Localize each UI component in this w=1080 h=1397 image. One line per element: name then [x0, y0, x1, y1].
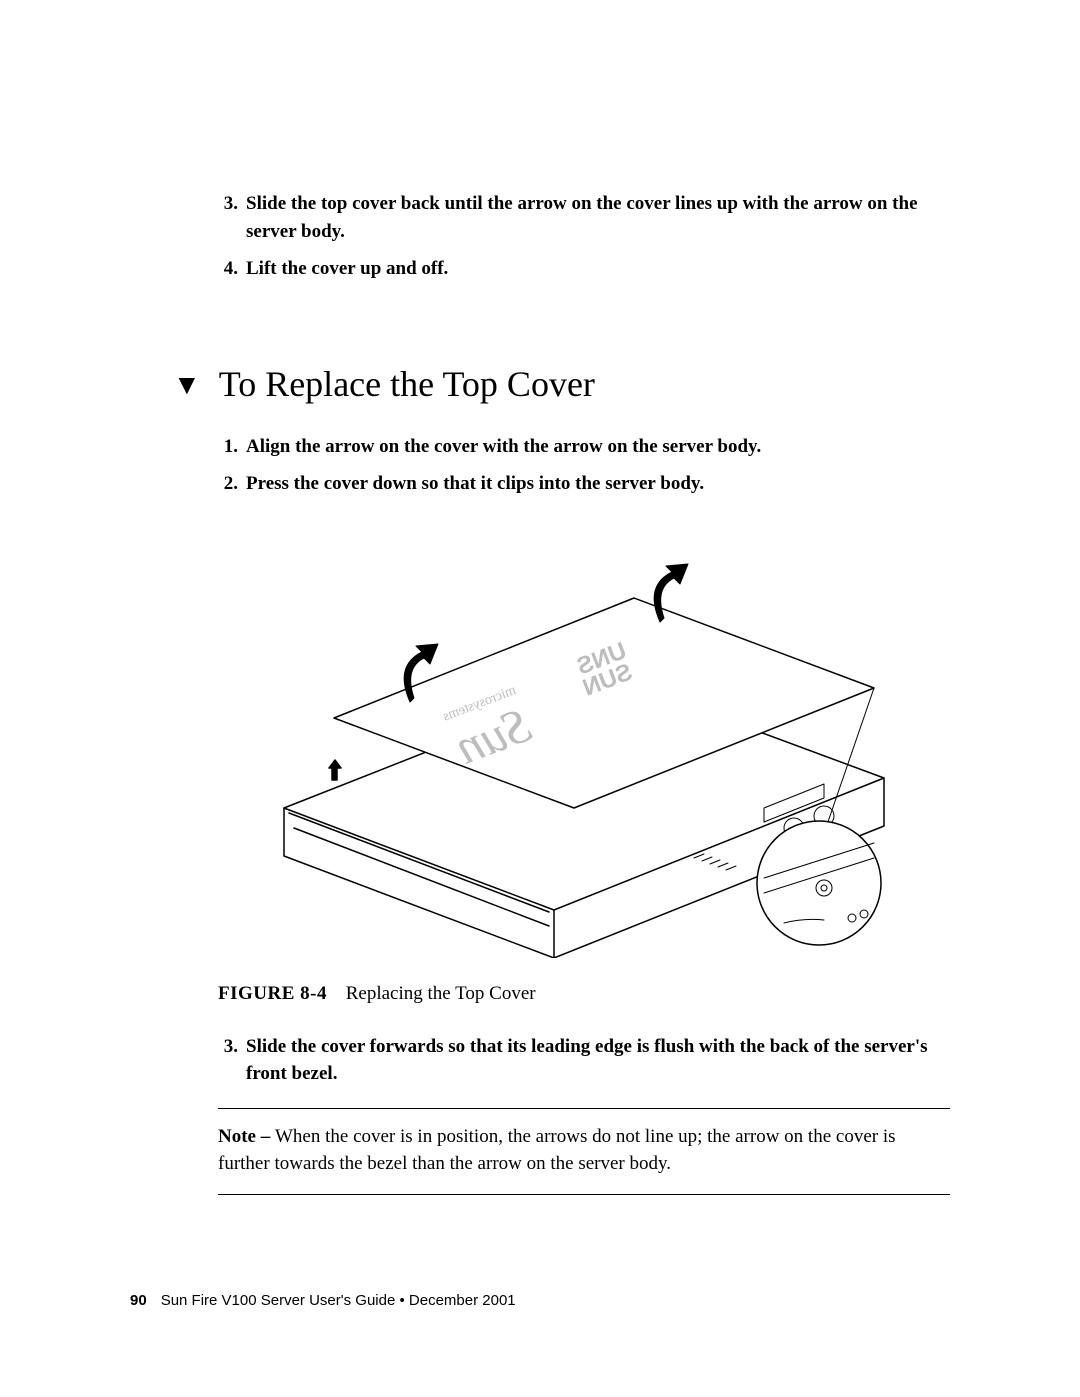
section-heading: ▼ To Replace the Top Cover — [173, 363, 950, 405]
server-cover-illustration: Sun microsystems SUN UNS — [264, 528, 904, 958]
note-block: Note – When the cover is in position, th… — [218, 1108, 950, 1195]
page-footer: 90 Sun Fire V100 Server User's Guide • De… — [130, 1292, 516, 1309]
figure-number: FIGURE 8-4 — [218, 983, 327, 1004]
step-item: 3. Slide the cover forwards so that its … — [218, 1033, 950, 1088]
step-number: 1. — [218, 433, 238, 461]
figure-caption-text: Replacing the Top Cover — [346, 983, 536, 1004]
step-number: 3. — [218, 190, 238, 245]
figure-illustration: Sun microsystems SUN UNS — [218, 528, 950, 958]
step-text: Press the cover down so that it clips in… — [246, 470, 950, 498]
step-item: 2. Press the cover down so that it clips… — [218, 470, 950, 498]
step-text: Slide the top cover back until the arrow… — [246, 190, 950, 245]
footer-text: Sun Fire V100 Server User's Guide • Dece… — [161, 1292, 516, 1309]
step-number: 2. — [218, 470, 238, 498]
step-text: Lift the cover up and off. — [246, 255, 950, 283]
step-text: Align the arrow on the cover with the ar… — [246, 433, 950, 461]
down-triangle-icon: ▼ — [173, 372, 201, 400]
step-number: 4. — [218, 255, 238, 283]
heading-text: To Replace the Top Cover — [219, 363, 595, 405]
figure-caption: FIGURE 8-4 Replacing the Top Cover — [218, 983, 950, 1005]
note-label: Note – — [218, 1126, 275, 1147]
step-item: 3. Slide the top cover back until the ar… — [218, 190, 950, 245]
note-text: When the cover is in position, the arrow… — [218, 1126, 896, 1175]
step-item: 1. Align the arrow on the cover with the… — [218, 433, 950, 461]
page-number: 90 — [130, 1292, 147, 1309]
document-page: 3. Slide the top cover back until the ar… — [0, 0, 1080, 1397]
step-text: Slide the cover forwards so that its lea… — [246, 1033, 950, 1088]
step-item: 4. Lift the cover up and off. — [218, 255, 950, 283]
step-number: 3. — [218, 1033, 238, 1088]
